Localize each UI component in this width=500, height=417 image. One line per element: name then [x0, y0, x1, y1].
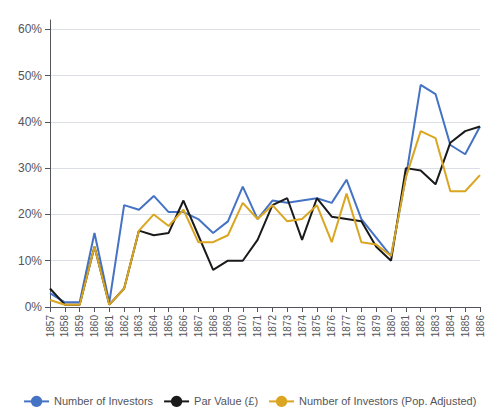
svg-text:50%: 50%: [18, 69, 42, 83]
svg-text:1882: 1882: [415, 315, 426, 338]
svg-text:1861: 1861: [104, 315, 115, 338]
svg-text:Number of Investors: Number of Investors: [54, 395, 154, 407]
svg-text:30%: 30%: [18, 161, 42, 175]
svg-text:40%: 40%: [18, 115, 42, 129]
svg-text:1865: 1865: [163, 315, 174, 338]
svg-text:1868: 1868: [208, 315, 219, 338]
svg-text:10%: 10%: [18, 254, 42, 268]
svg-text:1857: 1857: [45, 315, 56, 338]
svg-text:1880: 1880: [386, 315, 397, 338]
svg-text:1864: 1864: [148, 315, 159, 338]
svg-text:Par Value (£): Par Value (£): [194, 395, 258, 407]
svg-text:1885: 1885: [460, 315, 471, 338]
svg-text:1886: 1886: [475, 315, 486, 338]
svg-text:1875: 1875: [311, 315, 322, 338]
svg-text:1862: 1862: [119, 315, 130, 338]
svg-text:0%: 0%: [25, 300, 43, 314]
svg-text:1883: 1883: [430, 315, 441, 338]
svg-text:1872: 1872: [267, 315, 278, 338]
svg-text:1873: 1873: [282, 315, 293, 338]
svg-text:1878: 1878: [356, 315, 367, 338]
svg-text:1871: 1871: [252, 315, 263, 338]
svg-text:1874: 1874: [297, 315, 308, 338]
svg-text:60%: 60%: [18, 22, 42, 36]
svg-text:20%: 20%: [18, 207, 42, 221]
svg-text:1860: 1860: [89, 315, 100, 338]
svg-text:1867: 1867: [193, 315, 204, 338]
svg-text:1877: 1877: [341, 315, 352, 338]
svg-text:1869: 1869: [222, 315, 233, 338]
svg-text:1884: 1884: [445, 315, 456, 338]
svg-text:1858: 1858: [59, 315, 70, 338]
svg-text:Number of Investors (Pop. Adju: Number of Investors (Pop. Adjusted): [299, 395, 476, 407]
svg-text:1870: 1870: [237, 315, 248, 338]
svg-text:1866: 1866: [178, 315, 189, 338]
svg-text:1876: 1876: [326, 315, 337, 338]
svg-text:1863: 1863: [133, 315, 144, 338]
svg-text:1859: 1859: [74, 315, 85, 338]
svg-text:1881: 1881: [400, 315, 411, 338]
svg-text:1879: 1879: [371, 315, 382, 338]
